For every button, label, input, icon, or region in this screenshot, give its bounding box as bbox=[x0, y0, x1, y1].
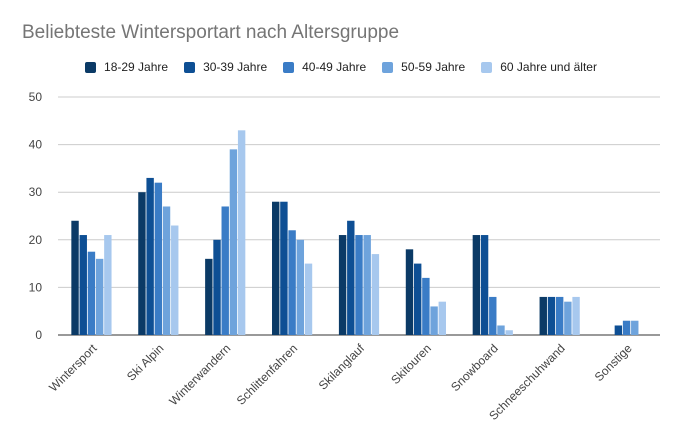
bar bbox=[95, 258, 104, 335]
y-tick-label: 0 bbox=[35, 328, 42, 342]
legend-item-30-39: 30-39 Jahre bbox=[184, 60, 267, 74]
bar bbox=[489, 296, 497, 335]
bar bbox=[480, 235, 489, 335]
x-tick-label: Skitouren bbox=[388, 341, 434, 387]
legend-label-30-39: 30-39 Jahre bbox=[203, 60, 268, 74]
legend-swatch-30-39 bbox=[184, 61, 196, 73]
bar bbox=[171, 225, 179, 335]
bar bbox=[280, 201, 288, 335]
y-tick-label: 20 bbox=[29, 233, 43, 247]
bar bbox=[572, 296, 580, 335]
bar bbox=[472, 235, 481, 335]
bar bbox=[104, 235, 112, 335]
bar bbox=[622, 320, 631, 335]
bar bbox=[338, 235, 347, 335]
y-tick-label: 30 bbox=[29, 185, 43, 199]
x-tick-label: Schlittenfahren bbox=[234, 341, 301, 408]
bar bbox=[422, 277, 430, 335]
legend-label-40-49: 40-49 Jahre bbox=[302, 60, 367, 74]
bar bbox=[221, 206, 229, 335]
bar bbox=[205, 258, 213, 335]
bar bbox=[547, 296, 556, 335]
bar bbox=[371, 254, 380, 335]
legend-swatch-60plus bbox=[481, 61, 493, 73]
bar bbox=[564, 301, 572, 335]
bar bbox=[138, 192, 146, 335]
legend-item-18-29: 18-29 Jahre bbox=[85, 60, 168, 74]
bar bbox=[296, 239, 305, 335]
bar bbox=[304, 263, 313, 335]
y-tick-label: 40 bbox=[29, 138, 43, 152]
bar bbox=[505, 330, 513, 335]
bar bbox=[288, 230, 296, 335]
x-tick-label: Skilanglauf bbox=[316, 341, 368, 393]
x-tick-label: Wintersport bbox=[46, 341, 100, 395]
bar bbox=[539, 296, 547, 335]
legend-swatch-50-59 bbox=[382, 61, 394, 73]
bar bbox=[237, 130, 246, 335]
chart-title: Beliebteste Wintersportart nach Altersgr… bbox=[22, 22, 400, 43]
legend: 18-29 Jahre 30-39 Jahre 40-49 Jahre 50-5… bbox=[0, 60, 682, 74]
legend-swatch-40-49 bbox=[283, 61, 295, 73]
x-tick-label: Winterwandern bbox=[166, 341, 233, 408]
bar bbox=[79, 235, 87, 335]
x-tick-label: Ski Alpin bbox=[124, 341, 166, 383]
legend-item-50-59: 50-59 Jahre bbox=[382, 60, 465, 74]
bar bbox=[413, 263, 422, 335]
legend-label-60plus: 60 Jahre und älter bbox=[500, 60, 597, 74]
y-tick-label: 10 bbox=[29, 280, 43, 294]
bar bbox=[162, 206, 171, 335]
bar bbox=[555, 296, 564, 335]
bar bbox=[355, 235, 363, 335]
bar bbox=[438, 301, 446, 335]
bar bbox=[87, 251, 96, 335]
x-tick-label: Sonstige bbox=[592, 341, 635, 384]
bar bbox=[213, 239, 221, 335]
bar bbox=[229, 149, 238, 335]
bar bbox=[272, 201, 280, 335]
legend-swatch-18-29 bbox=[85, 61, 97, 73]
bar bbox=[614, 325, 623, 335]
x-tick-label: Snowboard bbox=[448, 341, 501, 394]
bar bbox=[631, 320, 639, 335]
bar bbox=[405, 249, 414, 335]
y-tick-label: 50 bbox=[29, 90, 43, 104]
bar bbox=[347, 220, 355, 335]
legend-item-40-49: 40-49 Jahre bbox=[283, 60, 366, 74]
bar bbox=[71, 220, 79, 335]
bar bbox=[430, 306, 438, 335]
bar bbox=[363, 235, 371, 335]
bar bbox=[154, 182, 163, 335]
bar bbox=[146, 177, 154, 335]
bar bbox=[497, 325, 505, 335]
legend-label-18-29: 18-29 Jahre bbox=[104, 60, 169, 74]
legend-label-50-59: 50-59 Jahre bbox=[401, 60, 466, 74]
legend-item-60plus: 60 Jahre und älter bbox=[481, 60, 597, 74]
